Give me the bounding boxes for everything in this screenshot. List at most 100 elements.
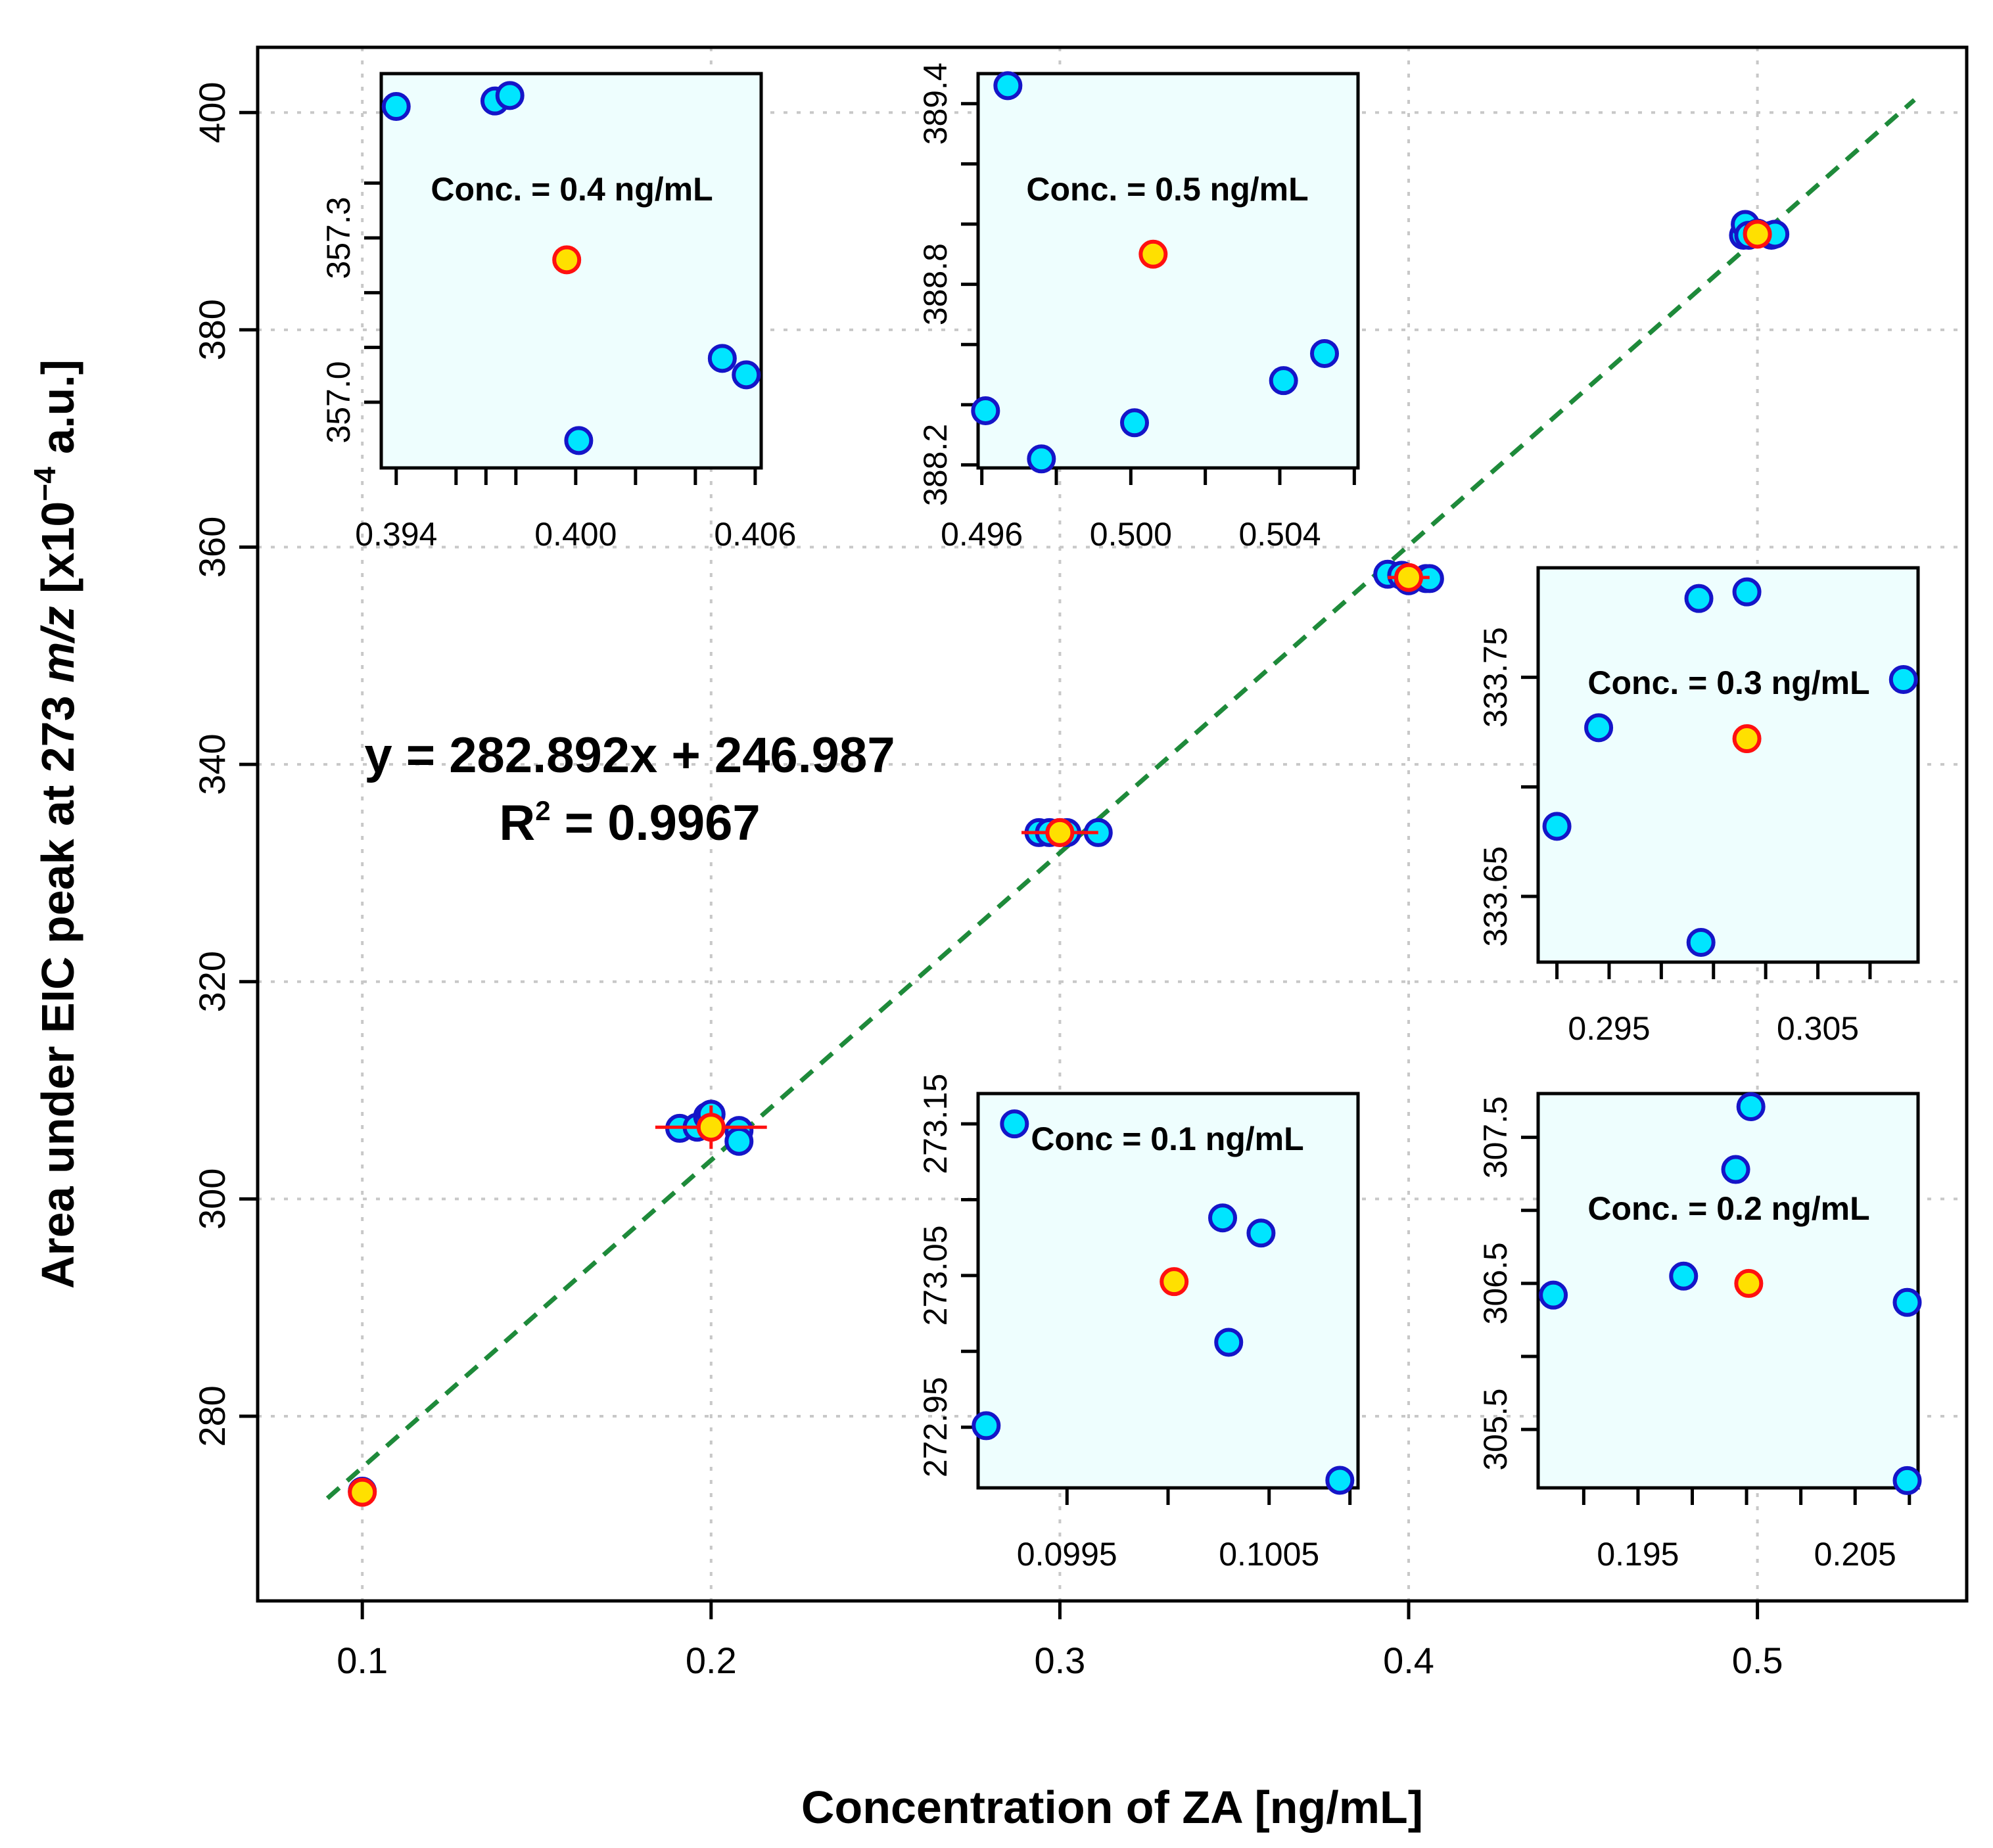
inset-title: Conc. = 0.4 ng/mL xyxy=(431,171,713,208)
inset-replicate-point xyxy=(1721,1155,1750,1184)
inset-panel xyxy=(976,72,1360,470)
inset-x-tick-label: 0.394 xyxy=(355,516,437,553)
y-title-unit: [x10 xyxy=(32,501,83,607)
r-squared-value: = 0.9967 xyxy=(551,795,761,851)
inset-y-tick-label: 272.95 xyxy=(917,1377,954,1477)
inset-replicate-point xyxy=(1214,1328,1244,1357)
y-axis-title: Area under EIC peak at 273 m/z [x10−4 a.… xyxy=(28,359,83,1289)
y-tick-label: 400 xyxy=(191,81,233,143)
inset-panel xyxy=(1536,1092,1920,1490)
inset-y-tick-label: 273.15 xyxy=(917,1074,954,1174)
inset-y-tick-label: 333.75 xyxy=(1477,627,1514,728)
inset-replicate-point xyxy=(1325,1466,1355,1495)
inset-replicate-point xyxy=(1310,338,1339,368)
inset-y-tick-label: 388.2 xyxy=(917,424,954,506)
inset-x-tick-label: 0.205 xyxy=(1814,1536,1896,1573)
inset-mean-point xyxy=(1734,1268,1764,1298)
inset-04: 0.394 0.400 0.406 357.0 357.3 Conc. = 0.4 ng/… xyxy=(320,72,796,553)
inset-replicate-point xyxy=(1686,928,1716,957)
inset-replicate-point xyxy=(1669,1261,1699,1291)
inset-y-tick-label: 307.5 xyxy=(1477,1096,1514,1178)
inset-x-tick-label: 0.295 xyxy=(1568,1010,1650,1047)
y-tick-label: 320 xyxy=(191,951,233,1012)
mean-point xyxy=(696,1113,726,1142)
y-tick-label: 280 xyxy=(191,1385,233,1446)
inset-x-tick-label: 0.1005 xyxy=(1219,1536,1319,1573)
replicate-point xyxy=(724,1126,754,1156)
regression-fit-line xyxy=(325,98,1916,1500)
y-tick-label: 340 xyxy=(191,733,233,795)
inset-y-tick-label: 333.65 xyxy=(1477,846,1514,947)
y-title-exponent: −4 xyxy=(28,467,62,501)
y-tick-label: 380 xyxy=(191,299,233,360)
inset-y-tick-label: 357.0 xyxy=(320,361,357,443)
inset-mean-point xyxy=(1138,239,1168,269)
inset-x-tick-label: 0.195 xyxy=(1597,1536,1679,1573)
main-data-points xyxy=(348,210,1790,1507)
inset-replicate-point xyxy=(1539,1280,1568,1310)
x-tick-label: 0.4 xyxy=(1383,1640,1434,1681)
inset-replicate-point xyxy=(1120,408,1149,438)
inset-03: 0.295 0.305 333.65 333.75 Conc. = 0.3 ng/mL xyxy=(1477,566,1920,1047)
inset-x-tick-label: 0.504 xyxy=(1238,516,1321,553)
plot-frame xyxy=(256,45,1969,1603)
inset-replicate-point xyxy=(1892,1466,1922,1495)
mean-point xyxy=(1394,563,1424,592)
inset-replicate-point xyxy=(1000,1109,1029,1139)
inset-x-tick-label: 0.406 xyxy=(714,516,796,553)
inset-mean-point xyxy=(1732,724,1762,753)
inset-replicate-point xyxy=(1732,577,1762,607)
inset-replicate-point xyxy=(1736,1092,1766,1121)
y-title-main: Area under EIC peak at 273 xyxy=(32,683,83,1289)
main-axis-ticks: 0.1 0.2 0.3 0.4 0.5 280 300 320 340 360 380 400 xyxy=(191,81,1783,1681)
mean-point xyxy=(1743,219,1772,249)
inset-replicate-point xyxy=(1888,665,1918,694)
inset-replicate-point xyxy=(564,426,594,455)
inset-x-tick-label: 0.500 xyxy=(1090,516,1172,553)
fit-line-group xyxy=(325,98,1916,1500)
inset-y-tick-label: 273.05 xyxy=(917,1225,954,1326)
inset-x-tick-label: 0.0995 xyxy=(1017,1536,1117,1573)
inset-replicate-point xyxy=(1892,1287,1922,1317)
inset-replicate-point xyxy=(381,92,411,121)
r-squared: R2 = 0.9967 xyxy=(499,795,760,851)
inset-replicate-point xyxy=(1584,713,1614,743)
inset-x-tick-label: 0.400 xyxy=(534,516,617,553)
insets: 0.394 0.400 0.406 357.0 357.3 Conc. = 0.4 ng/… xyxy=(320,62,1922,1573)
inset-y-tick-label: 389.4 xyxy=(917,62,954,145)
y-tick-label: 360 xyxy=(191,517,233,578)
mean-point xyxy=(1045,818,1075,847)
x-tick-label: 0.5 xyxy=(1732,1640,1783,1681)
inset-x-tick-label: 0.496 xyxy=(941,516,1023,553)
inset-mean-point xyxy=(1160,1267,1189,1297)
inset-title: Conc. = 0.5 ng/mL xyxy=(1026,171,1308,208)
inset-replicate-point xyxy=(1027,444,1056,474)
inset-replicate-point xyxy=(732,360,761,390)
inset-replicate-point xyxy=(972,1411,1001,1441)
inset-replicate-point xyxy=(495,81,525,110)
inset-replicate-point xyxy=(993,71,1023,101)
inset-replicate-point xyxy=(1246,1218,1276,1248)
inset-01: 0.0995 0.1005 272.95 273.05 273.15 Conc = 0.1… xyxy=(917,1074,1360,1573)
inset-panel xyxy=(1536,566,1920,964)
inset-replicate-point xyxy=(1684,584,1714,613)
y-title-mz: m/z xyxy=(32,606,83,683)
r-squared-sup: 2 xyxy=(535,795,550,826)
x-tick-label: 0.2 xyxy=(686,1640,737,1681)
y-title-suffix: a.u.] xyxy=(32,359,83,467)
inset-02: 0.195 0.205 305.5 306.5 307.5 Conc. = 0.2 ng/… xyxy=(1477,1092,1922,1573)
x-axis-title: Concentration of ZA [ng/mL] xyxy=(801,1782,1423,1833)
inset-05: 0.496 0.500 0.504 388.2 388.8 389.4 Conc. = 0.… xyxy=(917,62,1360,553)
inset-title: Conc = 0.1 ng/mL xyxy=(1031,1120,1303,1157)
inset-y-tick-label: 388.8 xyxy=(917,243,954,325)
inset-title: Conc. = 0.3 ng/mL xyxy=(1587,664,1869,701)
inset-y-tick-label: 305.5 xyxy=(1477,1389,1514,1471)
inset-title: Conc. = 0.2 ng/mL xyxy=(1587,1190,1869,1227)
inset-mean-point xyxy=(552,245,582,275)
x-tick-label: 0.3 xyxy=(1034,1640,1085,1681)
mean-point xyxy=(348,1477,377,1507)
inset-x-tick-label: 0.305 xyxy=(1777,1010,1859,1047)
inset-replicate-point xyxy=(1269,366,1298,396)
y-tick-label: 300 xyxy=(191,1168,233,1230)
